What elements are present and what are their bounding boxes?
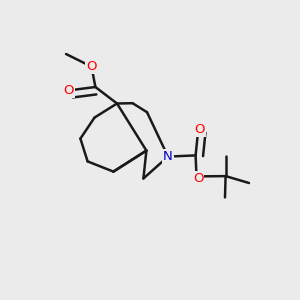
Text: N: N — [163, 150, 173, 163]
Text: O: O — [86, 60, 97, 73]
Text: O: O — [63, 83, 74, 97]
Text: O: O — [193, 172, 203, 185]
Text: O: O — [194, 123, 205, 136]
